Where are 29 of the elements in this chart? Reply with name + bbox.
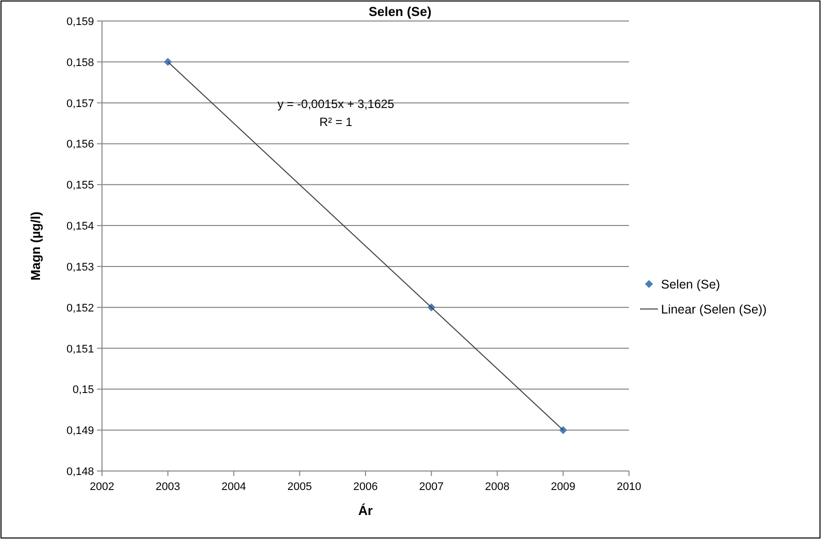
x-tick-label: 2008 — [485, 481, 510, 493]
x-tick-label: 2007 — [419, 481, 444, 493]
chart-title: Selen (Se) — [368, 4, 432, 19]
y-tick-label: 0,152 — [66, 302, 94, 314]
y-tick-label: 0,153 — [66, 261, 94, 274]
y-tick-label: 0,158 — [66, 56, 94, 69]
x-tick-label: 2002 — [90, 481, 114, 493]
x-tick-label: 2003 — [156, 481, 180, 493]
y-tick-label: 0,149 — [66, 425, 94, 438]
y-tick-label: 0,148 — [66, 466, 94, 478]
legend-label: Selen (Se) — [661, 278, 720, 292]
x-tick-label: 2004 — [222, 481, 246, 493]
y-tick-label: 0,154 — [66, 220, 94, 233]
x-tick-label: 2010 — [616, 481, 642, 493]
y-axis-title: Magn (µg/l) — [28, 212, 43, 280]
annotation: y = -0,0015x + 3,1625 — [277, 96, 395, 111]
legend-label: Linear (Selen (Se)) — [661, 302, 767, 316]
annotation: R² = 1 — [319, 114, 353, 129]
x-tick-label: 2009 — [550, 481, 576, 493]
y-tick-label: 0,151 — [66, 343, 94, 356]
y-tick-label: 0,157 — [66, 98, 94, 110]
x-axis-title: Ár — [358, 503, 373, 518]
y-tick-label: 0,159 — [66, 16, 94, 28]
x-tick-label: 2006 — [353, 481, 378, 493]
point — [164, 58, 172, 66]
x-tick-label: 2005 — [287, 481, 312, 493]
y-tick-label: 0,15 — [72, 384, 94, 396]
y-tick-label: 0,155 — [66, 180, 94, 192]
y-tick-label: 0,156 — [66, 138, 94, 151]
